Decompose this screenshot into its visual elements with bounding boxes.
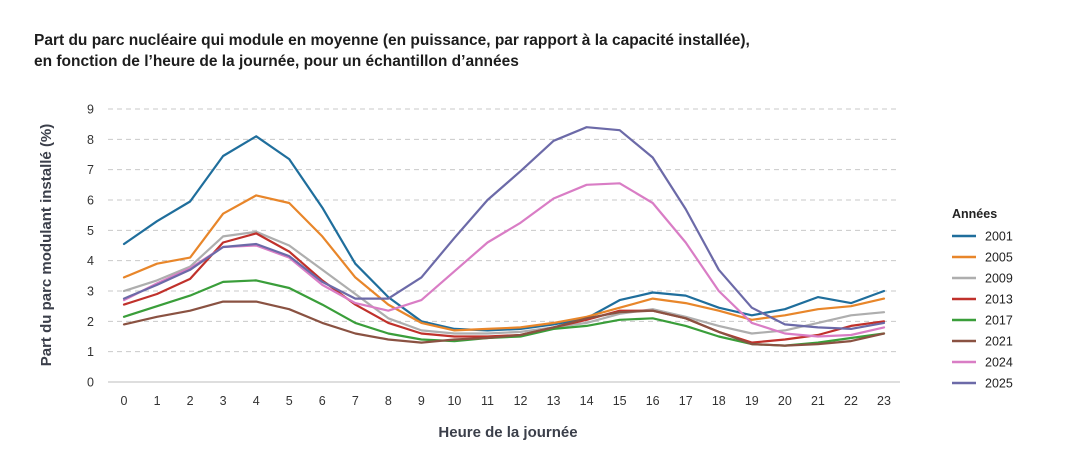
x-tick-label-14: 14	[580, 394, 594, 408]
x-tick-label-16: 16	[646, 394, 660, 408]
x-tick-label-11: 11	[481, 394, 494, 408]
x-tick-label-23: 23	[877, 394, 891, 408]
x-tick-label-22: 22	[844, 394, 858, 408]
x-tick-label-8: 8	[385, 394, 392, 408]
series-line-2001	[122, 135, 886, 332]
chart-title-line-2: en fonction de l’heure de la journée, po…	[34, 53, 519, 70]
y-tick-label-8: 8	[87, 133, 94, 147]
legend-label-2009: 2009	[985, 272, 1013, 286]
y-tick-label-9: 9	[87, 103, 94, 117]
x-tick-label-9: 9	[418, 394, 425, 408]
x-tick-label-18: 18	[712, 394, 726, 408]
x-tick-label-21: 21	[811, 394, 825, 408]
legend-label-2005: 2005	[985, 251, 1013, 265]
y-tick-label-3: 3	[87, 285, 94, 299]
grid-lines	[108, 108, 900, 353]
x-tick-label-19: 19	[745, 394, 759, 408]
legend-label-2024: 2024	[985, 356, 1013, 370]
x-tick-label-17: 17	[679, 394, 693, 408]
chart-title-line-1: Part du parc nucléaire qui module en moy…	[34, 32, 750, 49]
y-tick-label-1: 1	[87, 345, 94, 359]
legend-label-2001: 2001	[985, 230, 1013, 244]
legend: Années 2001 2005 2009 2013 2017 2021 2024 2025	[952, 207, 1013, 391]
series-lines	[122, 126, 886, 347]
x-tick-label-20: 20	[778, 394, 792, 408]
x-tick-label-7: 7	[352, 394, 359, 408]
legend-label-2021: 2021	[985, 335, 1013, 349]
x-tick-label-10: 10	[447, 394, 461, 408]
x-tick-label-0: 0	[121, 394, 128, 408]
x-axis-ticks: 0 1 2 3 4 5 6 7 8 9 10 11 12 13 14 15 16 17 18 19 20 21 22 23	[121, 394, 891, 408]
y-axis-title: Part du parc modulant installé (%)	[38, 124, 55, 367]
x-tick-label-1: 1	[154, 394, 161, 408]
y-tick-label-6: 6	[87, 194, 94, 208]
series-line-2005	[122, 194, 886, 332]
x-tick-label-5: 5	[286, 394, 293, 408]
legend-label-2013: 2013	[985, 293, 1013, 307]
chart-title: Part du parc nucléaire qui module en moy…	[34, 30, 1034, 72]
y-tick-label-5: 5	[87, 224, 94, 238]
x-tick-label-13: 13	[547, 394, 561, 408]
legend-label-2025: 2025	[985, 377, 1013, 391]
x-tick-label-4: 4	[253, 394, 260, 408]
x-tick-label-12: 12	[514, 394, 528, 408]
y-tick-label-0: 0	[87, 376, 94, 390]
x-tick-label-2: 2	[187, 394, 194, 408]
y-axis-ticks: 0 1 2 3 4 5 6 7 8 9	[87, 103, 94, 390]
x-tick-label-15: 15	[613, 394, 627, 408]
x-axis-title: Heure de la journée	[438, 424, 577, 441]
x-tick-label-3: 3	[220, 394, 227, 408]
series-line-2025	[122, 126, 886, 330]
legend-label-2017: 2017	[985, 314, 1013, 328]
series-line-2009	[122, 230, 886, 335]
y-tick-label-4: 4	[87, 254, 94, 268]
x-tick-label-6: 6	[319, 394, 326, 408]
series-line-2013	[122, 232, 886, 344]
y-tick-label-2: 2	[87, 315, 94, 329]
legend-title: Années	[952, 207, 997, 221]
series-line-2021	[122, 300, 886, 347]
y-tick-label-7: 7	[87, 163, 94, 177]
series-line-2024	[122, 182, 886, 338]
